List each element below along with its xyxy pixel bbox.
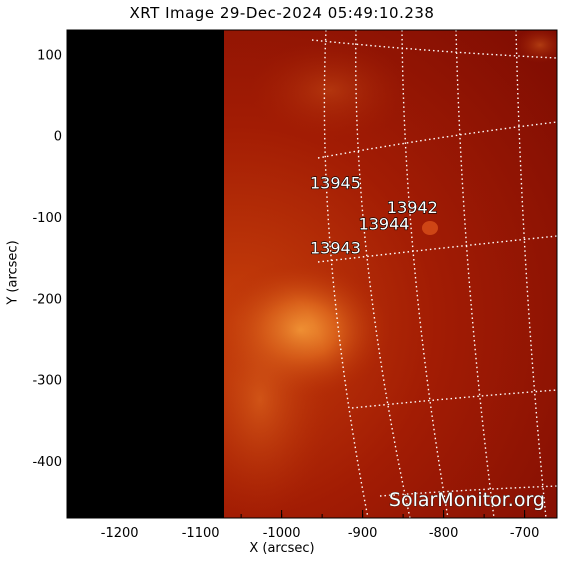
x-axis-label: X (arcsec) bbox=[249, 541, 315, 556]
x-tick-label: -700 bbox=[510, 526, 540, 541]
active-region-label: 13943 bbox=[310, 239, 361, 258]
x-tick-label: -800 bbox=[429, 526, 459, 541]
y-tick-label: -300 bbox=[32, 374, 62, 389]
grid-longitude-line bbox=[401, 30, 449, 518]
x-tick-label: -1000 bbox=[263, 526, 301, 541]
y-tick-label: 100 bbox=[37, 48, 62, 63]
ar-glow bbox=[422, 221, 438, 235]
y-axis-label: Y (arcsec) bbox=[5, 240, 21, 305]
y-tick-label: 0 bbox=[54, 130, 62, 145]
y-tick-label: -400 bbox=[32, 455, 62, 470]
occulted-sky-region bbox=[67, 30, 224, 518]
image-title: XRT Image 29-Dec-2024 05:49:10.238 bbox=[129, 4, 435, 22]
active-region-label: 13945 bbox=[310, 174, 361, 193]
y-tick-label: -100 bbox=[32, 211, 62, 226]
x-tick-label: -1200 bbox=[101, 526, 139, 541]
y-tick-label: -200 bbox=[32, 292, 62, 307]
grid-latitude-line bbox=[317, 235, 557, 263]
grid-longitude-line bbox=[515, 30, 547, 518]
watermark-text: SolarMonitor.org bbox=[389, 489, 545, 511]
y-axis-ticks: 100 0 -100 -200 -300 -400 bbox=[32, 48, 75, 503]
heliographic-grid bbox=[311, 30, 557, 518]
active-region-label: 13942 bbox=[387, 198, 438, 217]
x-tick-label: -1100 bbox=[182, 526, 220, 541]
x-tick-label: -900 bbox=[348, 526, 378, 541]
corner-glow bbox=[515, 30, 557, 63]
limb-glow bbox=[190, 280, 330, 518]
x-axis-ticks: -1200 -1100 -1000 -900 -800 -700 bbox=[78, 510, 540, 541]
active-region-label: 13944 bbox=[359, 214, 410, 233]
upper-glow bbox=[250, 40, 410, 140]
plot-frame bbox=[66, 29, 558, 519]
grid-latitude-line bbox=[317, 121, 557, 159]
